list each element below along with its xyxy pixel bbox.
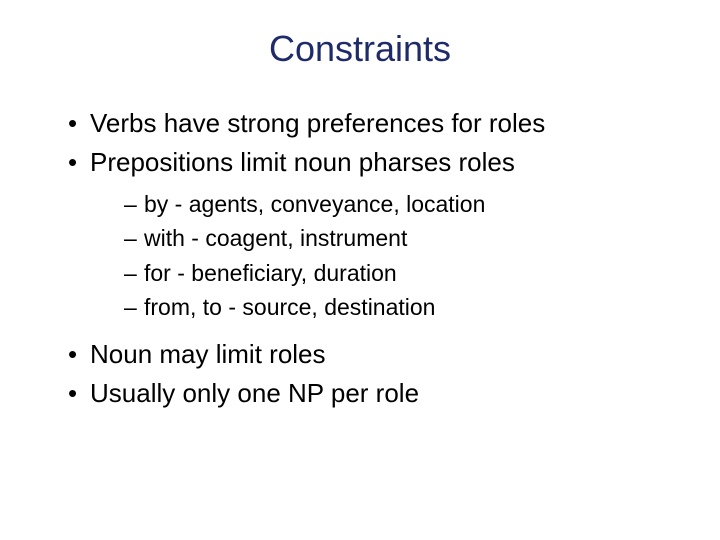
- bullet-text: Noun may limit roles: [90, 339, 326, 369]
- bullet-text: Verbs have strong preferences for roles: [90, 108, 545, 138]
- list-item: by - agents, conveyance, location: [124, 188, 672, 220]
- list-item: with - coagent, instrument: [124, 222, 672, 254]
- slide-title: Constraints: [0, 28, 720, 70]
- bullet-list: Verbs have strong preferences for roles …: [0, 106, 720, 411]
- list-item: Usually only one NP per role: [68, 376, 672, 411]
- bullet-text: Prepositions limit noun pharses roles: [90, 147, 515, 177]
- list-item: Noun may limit roles: [68, 337, 672, 372]
- list-item: Prepositions limit noun pharses roles by…: [68, 145, 672, 323]
- list-item: from, to - source, destination: [124, 291, 672, 323]
- bullet-text: Usually only one NP per role: [90, 378, 419, 408]
- sub-bullet-list: by - agents, conveyance, location with -…: [90, 188, 672, 323]
- sub-bullet-text: with - coagent, instrument: [144, 225, 407, 251]
- sub-bullet-text: by - agents, conveyance, location: [144, 191, 485, 217]
- list-item: Verbs have strong preferences for roles: [68, 106, 672, 141]
- sub-bullet-text: for - beneficiary, duration: [144, 260, 397, 286]
- sub-bullet-text: from, to - source, destination: [144, 294, 435, 320]
- slide: Constraints Verbs have strong preference…: [0, 28, 720, 540]
- list-item: for - beneficiary, duration: [124, 257, 672, 289]
